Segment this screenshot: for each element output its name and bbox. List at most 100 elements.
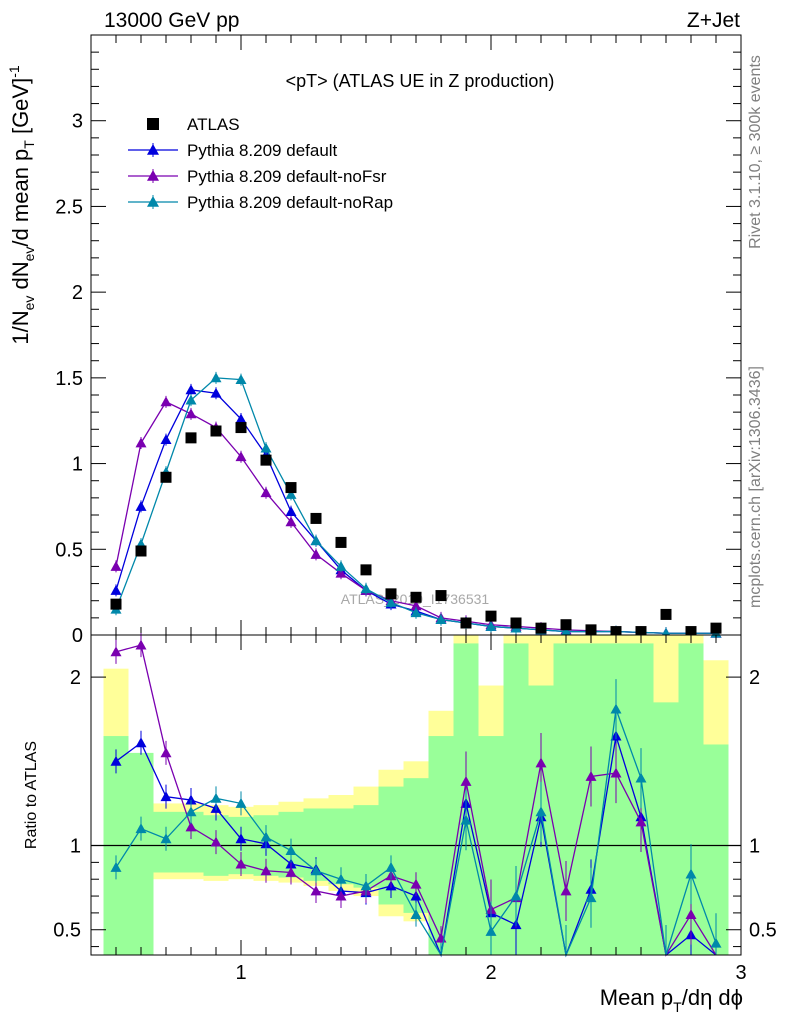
ratio-data-point [235,858,247,869]
atlas-data-point [635,626,647,638]
ratio-x-tick-label: 2 [485,962,496,984]
main-y-tick-label: 2 [72,282,83,304]
ratio-data-point [135,737,147,748]
atlas-data-point [385,588,397,600]
ratio-data-point [110,755,122,766]
ratio-data-point [260,865,272,876]
main-y-tick-label: 0.5 [55,539,83,561]
ratio-data-point [610,767,622,778]
atlas-data-point [235,422,247,434]
main-data-point [235,413,247,424]
ratio-data-point [560,885,572,896]
ratio-data-point [510,890,522,901]
ratio-data-point [585,770,597,781]
atlas-data-point [110,598,122,610]
ratio-data-point [410,878,422,889]
main-data-point [160,396,172,407]
main-data-point [335,567,347,578]
atlas-data-point [585,624,597,636]
ratio-y-tick-label: 2 [70,667,81,689]
ratio-band-green [128,752,154,955]
ratio-y-tick-label: 0.5 [53,920,81,942]
legend-label: Pythia 8.209 default-noFsr [187,167,387,186]
main-ylabel: 1/Nev dNev/d mean pT [GeV]-1 [6,65,37,345]
atlas-data-point [710,622,722,634]
atlas-data-point [435,590,447,602]
ratio-band-green [353,805,379,888]
main-data-point [185,384,197,395]
atlas-data-point [535,622,547,634]
main-data-point [285,488,297,499]
atlas-data-point [410,591,422,603]
ratio-data-point [160,833,172,844]
ratio-data-point [285,866,297,877]
legend-label: ATLAS [187,115,240,134]
main-data-point [110,584,122,595]
ratio-data-point [210,792,222,803]
ratio-data-point [310,865,322,876]
atlas-data-point [660,608,672,620]
main-data-point [260,487,272,498]
main-y-tick-label: 3 [72,111,83,133]
ratio-band-green [653,702,679,955]
main-data-point [260,442,272,453]
ratio-x-tick-label: 1 [235,962,246,984]
legend: ATLAS Pythia 8.209 default Pythia 8.209 de… [128,115,393,212]
atlas-data-point [160,471,172,483]
atlas-data-point [460,617,472,629]
ratio-data-point [685,909,697,919]
main-data-point [210,387,222,398]
main-data-point [285,506,297,516]
ratio-y-tick-label-right: 2 [749,667,760,689]
ratio-data-point [210,836,222,847]
main-data-point [185,394,197,405]
ratio-data-point [710,937,722,948]
main-data-point [435,614,447,624]
main-data-point [485,620,497,631]
ratio-data-point [535,806,547,817]
main-data-point [285,516,297,527]
ratio-data-point [185,821,197,832]
ratio-data-point [285,845,297,855]
side-text-bottom: mcplots.cern.ch [arXiv:1306.3436] [747,366,764,608]
atlas-data-point [560,619,572,631]
x-axis-label: Mean pT/dη dϕ [600,985,743,1015]
main-data-point [310,548,322,559]
ratio-data-point [185,794,197,805]
legend-marker [147,118,159,130]
ratio-data-point [135,823,147,834]
atlas-data-point [210,425,222,437]
ratio-data-point [535,757,547,768]
main-data-point [360,583,372,594]
main-data-point [185,408,197,419]
main-data-point [110,560,122,571]
ratio-data-point [110,646,122,657]
ratio-panel: 1 2 30.5 0.51 12 2 [53,633,777,984]
ratio-data-point [585,892,597,903]
ratio-data-point [310,885,322,896]
ratio-data-point [260,831,272,842]
ratio-data-point [110,861,122,872]
main-data-point [235,374,247,384]
ratio-data-point [185,806,197,817]
ratio-data-point [635,772,647,783]
main-panel: ATLAS_2019_I1736531 00.511.522.53 <pT> (… [55,34,742,647]
ratio-data-point [485,925,497,936]
header-right: Z+Jet [687,9,740,32]
ratio-y-tick-label-right: 1 [749,836,760,858]
legend-marker [147,196,159,207]
ratio-data-point [410,909,422,919]
main-data-point [410,600,422,611]
ratio-panel-frame [90,634,742,956]
main-data-point [135,500,147,511]
atlas-data-point [360,564,372,576]
atlas-data-point [335,536,347,548]
ratio-data-point [635,816,647,827]
ratio-x-tick-label: 3 [735,962,746,984]
atlas-data-point [685,626,697,638]
main-data-point [385,596,397,607]
atlas-data-point [185,432,197,444]
atlas-data-point [135,545,147,557]
ratio-data-point [610,703,622,714]
